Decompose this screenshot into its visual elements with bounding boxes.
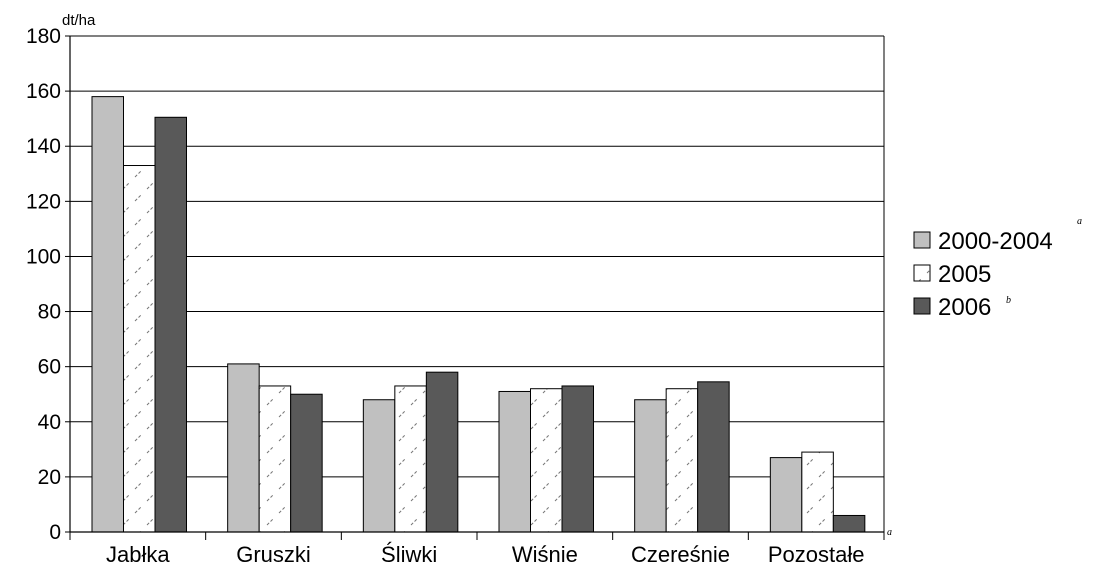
- bar-2005-0: [123, 165, 156, 533]
- x-tick-label: Gruszki: [236, 542, 311, 567]
- footnote-mark-a: a: [887, 527, 892, 538]
- legend-footnote-mark-b: b: [1006, 295, 1011, 306]
- y-tick-label: 180: [26, 25, 61, 48]
- y-axis-unit-label: dt/ha: [62, 12, 96, 29]
- x-tick-label: Śliwki: [381, 542, 437, 567]
- bar-2006-2: [425, 371, 459, 533]
- legend-label: 2000-2004: [938, 228, 1053, 255]
- y-tick-label: 160: [26, 80, 61, 103]
- bar-2006-1: [290, 393, 323, 533]
- bar-2006-0: [154, 116, 187, 533]
- bar-2000-2004-5: [769, 457, 803, 533]
- legend-swatch-2000-2004: [913, 231, 931, 249]
- legend-swatch-2005: [913, 264, 931, 282]
- legend-label: 2006: [938, 294, 991, 321]
- bars: [91, 96, 866, 533]
- y-tick-label: 140: [26, 135, 61, 158]
- gridlines: [70, 35, 884, 478]
- bar-2006-5: [832, 514, 866, 533]
- bar-2006-4: [697, 381, 730, 533]
- axes: 0 20 40 60 80 100 120 140 160 180 Jabłka Gruszki Śli…: [26, 25, 892, 567]
- x-tick-label: Jabłka: [106, 542, 170, 567]
- y-tick-label: 60: [38, 356, 61, 379]
- y-tick-label: 120: [26, 190, 61, 213]
- x-tick-label: Pozostałe: [768, 542, 865, 567]
- x-tick-label: Wiśnie: [512, 542, 578, 567]
- bar-2000-2004-1: [227, 363, 260, 533]
- bar-2000-2004-0: [91, 96, 124, 533]
- y-tick-label: 20: [38, 466, 61, 489]
- bar-2000-2004-2: [362, 399, 396, 533]
- y-tick-label: 40: [38, 411, 61, 434]
- legend-footnote-mark-a: a: [1077, 216, 1082, 227]
- bar-2005-2: [394, 385, 427, 533]
- bar-2005-4: [665, 388, 699, 533]
- legend-label: 2005: [938, 261, 991, 288]
- bar-2005-1: [258, 385, 292, 533]
- bar-2005-3: [530, 388, 563, 533]
- x-tick-label: Czereśnie: [631, 542, 730, 567]
- legend-swatch-2006: [913, 297, 931, 315]
- bar-2006-3: [561, 385, 594, 533]
- y-tick-label: 80: [38, 301, 61, 324]
- legend: 2000-2004 2005 2006 a b: [913, 216, 1082, 321]
- y-tick-label: 0: [49, 521, 61, 544]
- bar-2000-2004-4: [634, 399, 667, 533]
- y-tick-label: 100: [26, 245, 61, 268]
- bar-2000-2004-3: [498, 390, 531, 533]
- bar-2005-5: [801, 451, 834, 533]
